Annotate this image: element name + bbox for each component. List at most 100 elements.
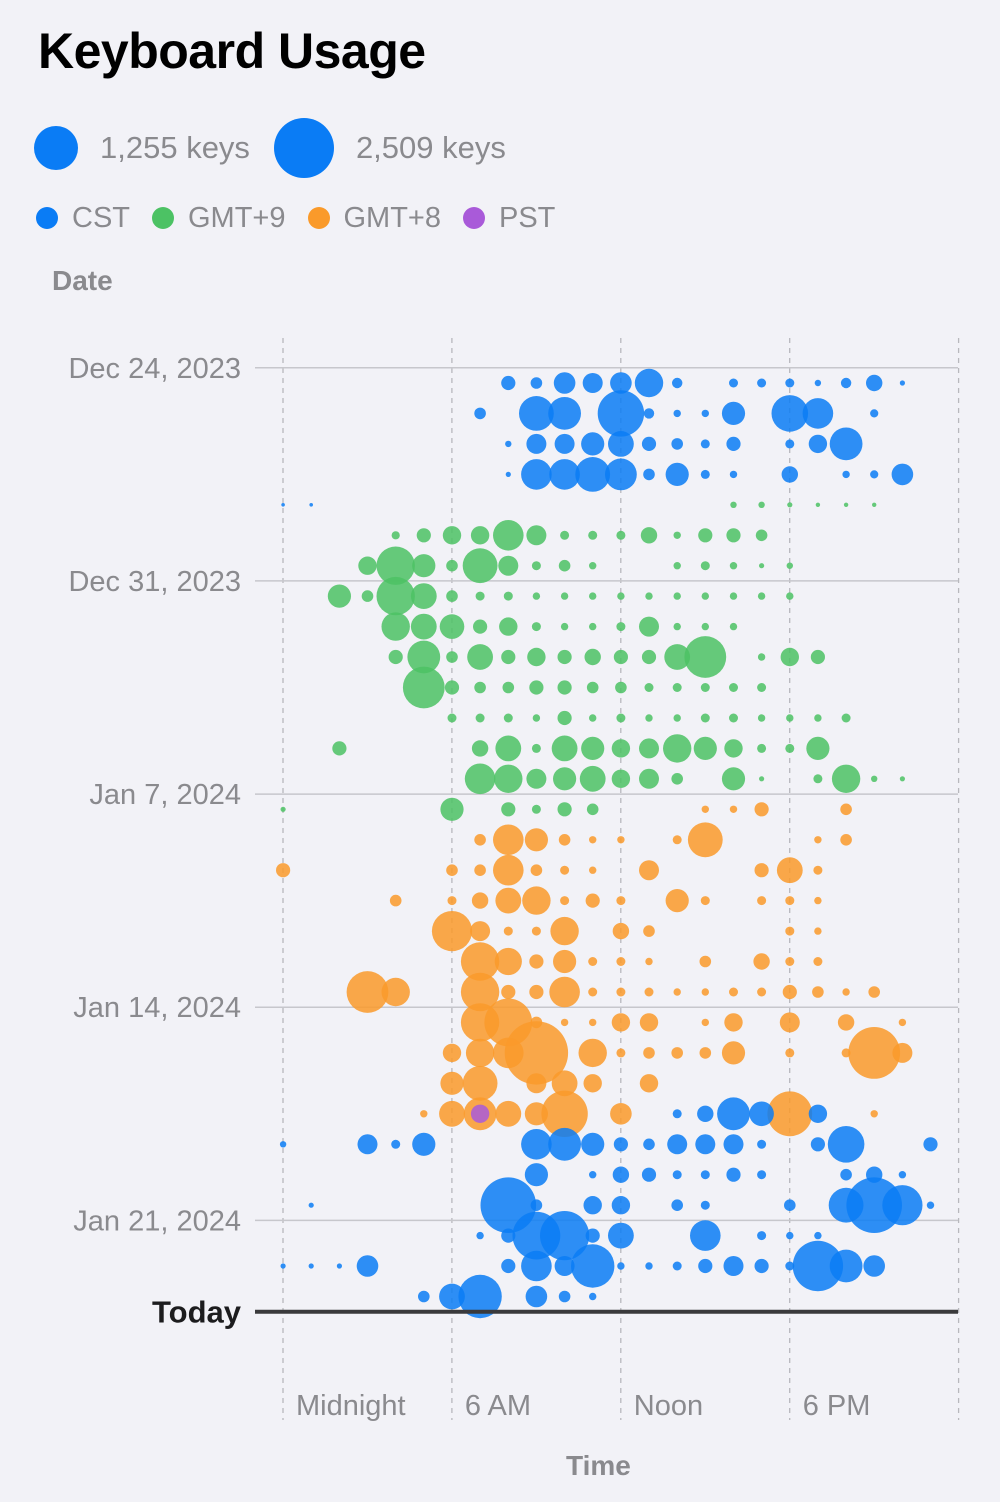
- bubble-cst: [476, 1231, 484, 1240]
- bubble-gmt8: [494, 947, 522, 976]
- bubble-gmt9: [557, 680, 572, 695]
- bubble-gmt9: [673, 531, 681, 539]
- bubble-gmt8: [470, 921, 491, 942]
- bubble-gmt8: [848, 1027, 901, 1079]
- bubble-gmt8: [616, 896, 626, 906]
- bubble-cst: [926, 1201, 935, 1209]
- legend-swatch-gmt8: [307, 207, 330, 229]
- bubble-gmt9: [527, 647, 546, 667]
- bubble-gmt8: [578, 1038, 607, 1068]
- bubble-cst: [581, 432, 605, 456]
- bubble-gmt9: [899, 776, 906, 782]
- bubble-gmt9: [814, 714, 822, 722]
- legend-item-cst: CST: [36, 202, 130, 235]
- bubble-gmt9: [806, 736, 830, 761]
- bubble-cst: [726, 436, 741, 451]
- bubble-gmt9: [673, 592, 681, 600]
- bubble-gmt9: [729, 713, 738, 723]
- bubble-cst: [698, 1258, 713, 1274]
- bubble-gmt9: [560, 622, 569, 631]
- bubble-gmt9: [698, 528, 713, 543]
- bubble-gmt8: [462, 1065, 498, 1101]
- bubble-gmt9: [700, 713, 710, 723]
- legend-item-gmt9: GMT+9: [152, 202, 286, 235]
- size-legend-large-dot: [273, 118, 334, 178]
- size-legend: 1,255 keys 2,509 keys: [34, 118, 530, 178]
- y-tick-label: Dec 31, 2023: [68, 566, 241, 598]
- bubble-gmt9: [410, 613, 437, 640]
- bubble-gmt9: [871, 775, 878, 782]
- legend-label-gmt8: GMT+8: [343, 201, 442, 234]
- bubble-gmt9: [462, 548, 498, 584]
- bubble-gmt9: [501, 649, 516, 665]
- bubble-cst: [723, 1134, 744, 1155]
- bubble-cst: [923, 1137, 938, 1152]
- bubble-gmt9: [531, 804, 541, 814]
- series-legend: CST GMT+9 GMT+8 PST: [36, 198, 577, 238]
- bubble-gmt9: [446, 651, 458, 663]
- bubble-gmt8: [588, 987, 598, 997]
- bubble-cst: [605, 458, 637, 491]
- bubble-gmt9: [440, 797, 464, 821]
- bubble-gmt8: [495, 1100, 522, 1127]
- bubble-cst: [554, 1256, 575, 1276]
- bubble-cst: [808, 434, 828, 454]
- bubble-gmt8: [504, 1021, 569, 1085]
- bubble-cst: [757, 1170, 767, 1180]
- bubble-gmt8: [645, 957, 653, 966]
- bubble-gmt8: [672, 835, 682, 845]
- y-tick-label: Dec 24, 2023: [68, 353, 241, 385]
- today-label: Today: [152, 1295, 242, 1330]
- bubble-cst: [553, 372, 576, 394]
- bubble-gmt9: [416, 528, 431, 543]
- bubble-gmt9: [446, 559, 458, 572]
- bubble-cst: [771, 395, 809, 432]
- bubble-cst: [308, 1263, 314, 1269]
- bubble-gmt9: [526, 525, 547, 546]
- bubble-gmt9: [841, 713, 851, 723]
- bubble-cst: [840, 1168, 852, 1181]
- bubble-gmt8: [522, 886, 551, 915]
- bubble-gmt9: [757, 592, 766, 600]
- bubble-cst: [521, 1250, 552, 1282]
- bubble-gmt9: [557, 710, 572, 726]
- bubble-gmt9: [532, 714, 541, 722]
- bubble-gmt9: [388, 649, 403, 665]
- bubble-gmt8: [460, 942, 500, 981]
- bubble-gmt9: [645, 592, 653, 600]
- bubble-cst: [840, 377, 852, 389]
- bubble-cst: [863, 1255, 885, 1277]
- bubble-cst: [524, 1163, 549, 1187]
- bubble-gmt9: [589, 562, 597, 570]
- bubble-gmt8: [699, 1047, 712, 1059]
- bubble-cst: [695, 1134, 716, 1155]
- bubble-cst: [729, 378, 738, 388]
- bubble-gmt8: [721, 1041, 746, 1065]
- bubble-gmt8: [524, 828, 549, 852]
- bubble-gmt9: [332, 741, 347, 756]
- bubble-cst: [505, 440, 512, 448]
- bubble-cst: [501, 1258, 516, 1274]
- bubble-gmt8: [346, 971, 389, 1013]
- bubble-cst: [870, 409, 879, 418]
- bubble-gmt9: [729, 622, 738, 631]
- bubble-gmt9: [381, 612, 410, 641]
- bubble-cst: [558, 1290, 571, 1303]
- bubble-gmt9: [412, 554, 436, 578]
- bubble-gmt9: [589, 622, 597, 631]
- bubble-gmt9: [586, 681, 599, 694]
- bubble-gmt8: [493, 854, 524, 886]
- bubble-cst: [899, 380, 906, 386]
- bubble-gmt8: [560, 865, 570, 875]
- legend-label-pst: PST: [499, 201, 556, 234]
- bubble-gmt9: [872, 502, 877, 507]
- y-tick-label: Jan 14, 2024: [73, 992, 241, 1024]
- bubble-gmt9: [701, 622, 709, 631]
- bubble-gmt9: [589, 714, 597, 722]
- bubble-gmt8: [892, 1042, 913, 1063]
- bubble-cst: [810, 1137, 826, 1152]
- bubble-gmt8: [699, 955, 712, 968]
- bubble-gmt8: [754, 802, 769, 817]
- bubble-gmt8: [529, 984, 544, 1000]
- bubble-gmt9: [611, 769, 631, 788]
